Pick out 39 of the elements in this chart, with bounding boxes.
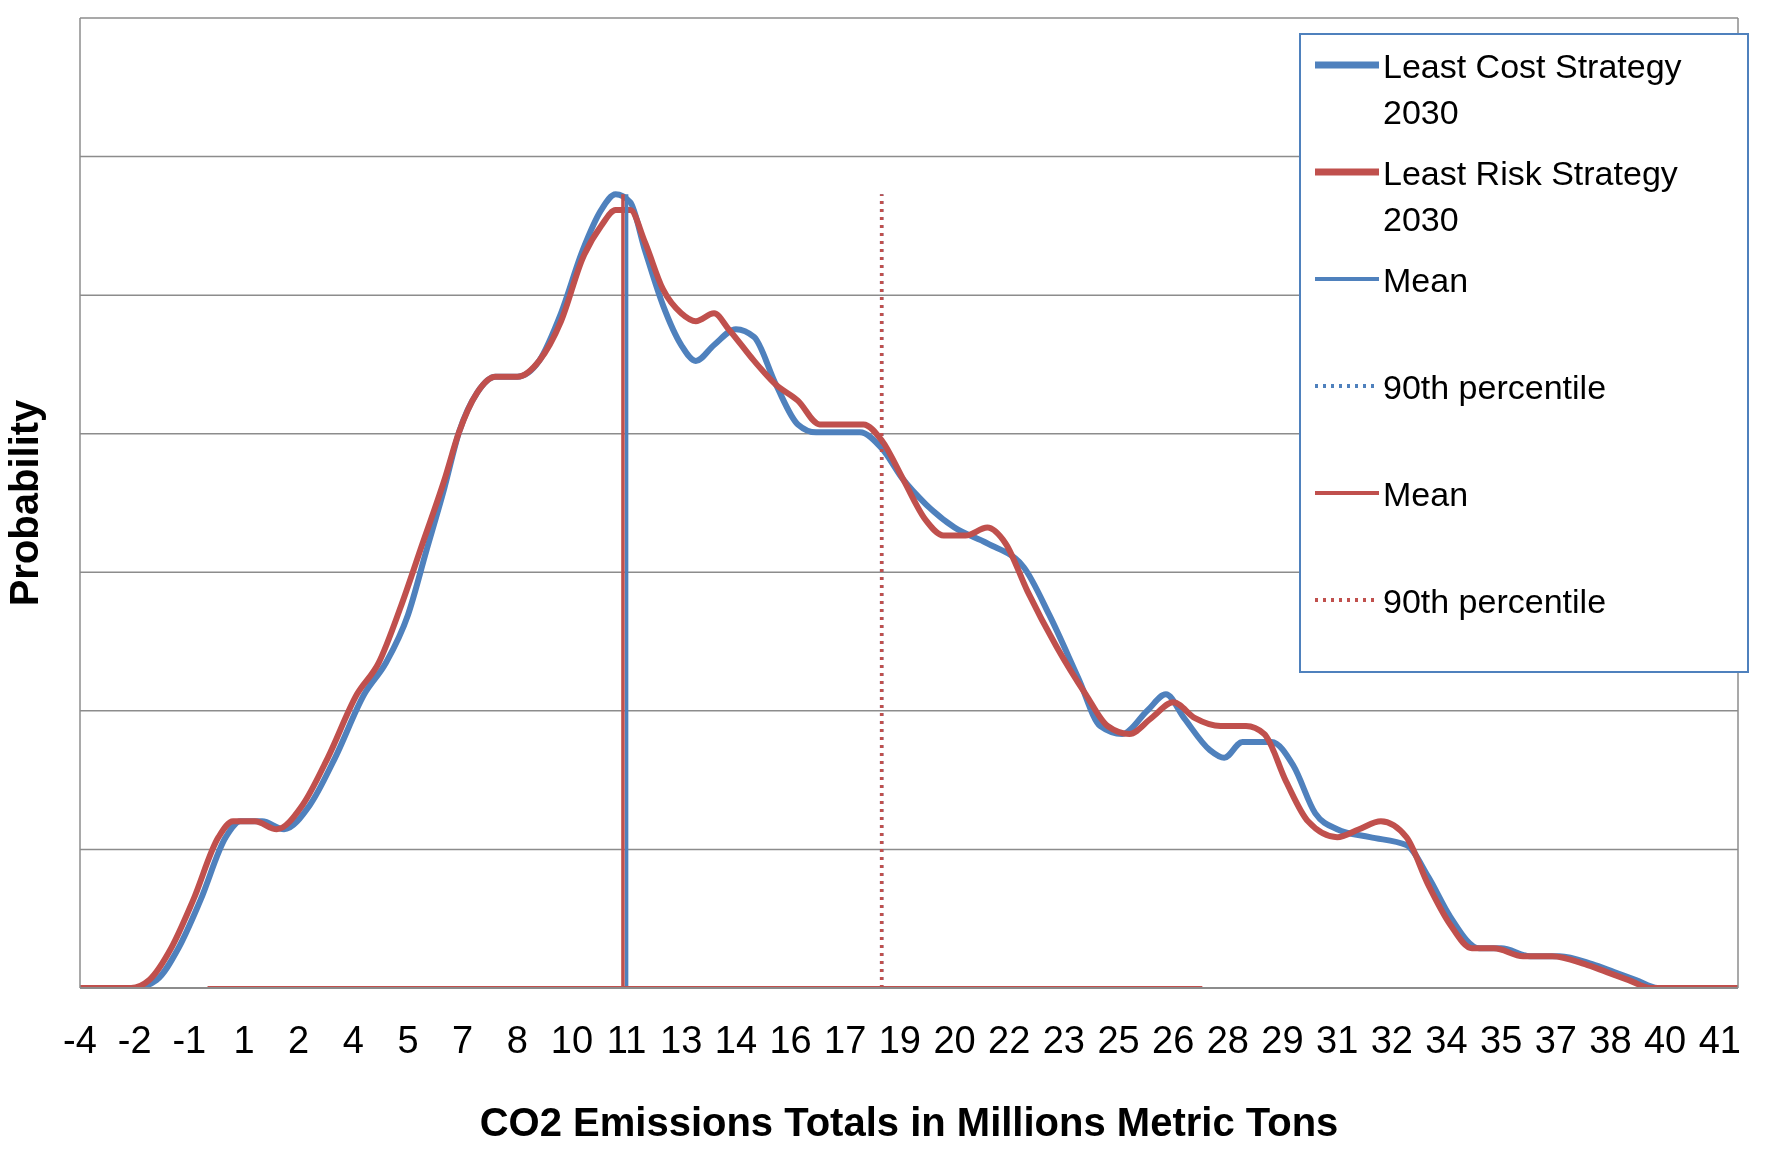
- x-tick-label: 11: [606, 1018, 647, 1061]
- x-tick-label: 5: [397, 1018, 419, 1061]
- legend-label: 90th percentile: [1383, 581, 1607, 622]
- x-tick-label: 17: [824, 1018, 867, 1061]
- x-tick-label: 32: [1370, 1018, 1413, 1061]
- legend-label: Mean: [1383, 260, 1469, 301]
- x-tick-label: 7: [452, 1018, 474, 1061]
- x-tick-label: -4: [63, 1018, 97, 1061]
- x-tick-label: 16: [769, 1018, 812, 1061]
- x-tick-label: 23: [1042, 1018, 1086, 1061]
- x-tick-label: 26: [1152, 1018, 1195, 1061]
- legend-label: Least Cost Strategy 2030: [1383, 46, 1683, 133]
- x-tick-label: 31: [1316, 1018, 1359, 1061]
- x-axis-title: CO2 Emissions Totals in Millions Metric Tons: [479, 1100, 1339, 1144]
- legend-label: Least Risk Strategy 2030: [1383, 153, 1679, 240]
- x-tick-label: 2: [288, 1018, 310, 1061]
- x-tick-label: 34: [1425, 1018, 1468, 1061]
- legend-label: Mean: [1383, 474, 1469, 515]
- x-tick-label: 25: [1097, 1018, 1140, 1061]
- x-tick-label: 4: [342, 1018, 364, 1061]
- x-tick-label: 1: [233, 1018, 255, 1061]
- x-tick-label: 8: [506, 1018, 528, 1061]
- x-tick-label: -2: [117, 1018, 152, 1061]
- x-tick-label: 19: [878, 1018, 922, 1061]
- x-tick-label: 38: [1589, 1018, 1632, 1061]
- x-tick-label: 37: [1534, 1018, 1577, 1061]
- y-axis-title: Probability: [2, 398, 47, 607]
- x-tick-label: 28: [1206, 1018, 1249, 1061]
- x-tick-label: 40: [1643, 1018, 1687, 1061]
- legend-label: 90th percentile: [1383, 367, 1607, 408]
- x-tick-label: 41: [1698, 1018, 1741, 1061]
- x-tick-label: 22: [988, 1018, 1031, 1061]
- x-tick-label: 20: [933, 1018, 976, 1061]
- x-tick-label: 13: [660, 1018, 703, 1061]
- x-tick-label: 35: [1480, 1018, 1523, 1061]
- x-tick-label: 14: [714, 1018, 758, 1061]
- x-tick-label: -1: [172, 1018, 207, 1061]
- x-tick-label: 29: [1261, 1018, 1304, 1061]
- x-tick-label: 10: [550, 1018, 594, 1061]
